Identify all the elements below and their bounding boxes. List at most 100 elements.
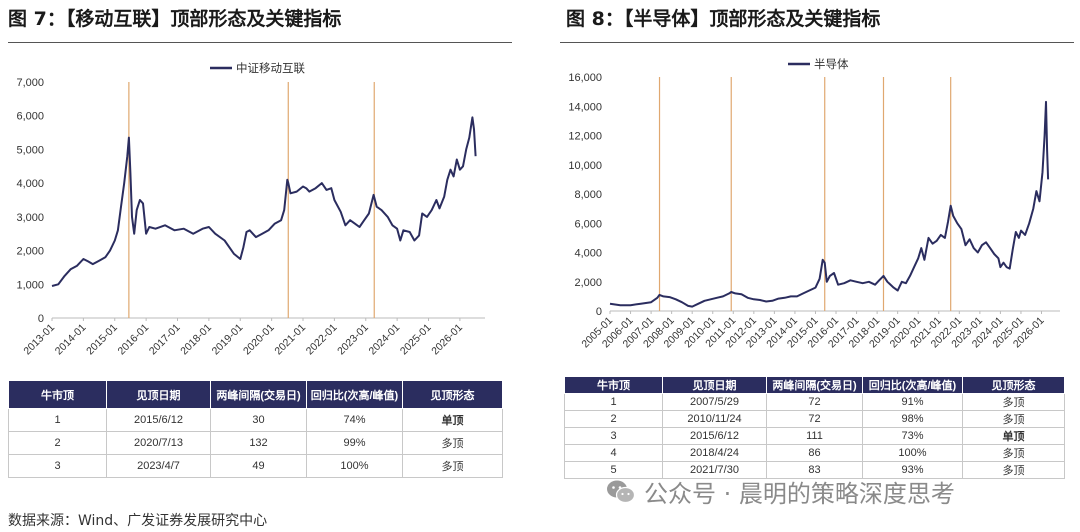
x-tick-label: 2014-01 bbox=[53, 322, 89, 358]
table-row: 3 2023/4/7 49 100% 多顶 bbox=[8, 454, 503, 478]
table-cell: 100% bbox=[862, 444, 963, 462]
y-tick-label: 3,000 bbox=[16, 212, 44, 224]
y-tick-label: 8,000 bbox=[574, 189, 602, 201]
table-cell: 30 bbox=[210, 408, 307, 432]
y-tick-label: 5,000 bbox=[16, 144, 44, 156]
semiconductor-peak-table: 牛市顶 见顶日期 两峰间隔(交易日) 回归比(次高/峰值) 见顶形态 1 200… bbox=[564, 376, 1065, 479]
table-cell: 2020/7/13 bbox=[106, 431, 211, 455]
table-cell: 2021/7/30 bbox=[662, 461, 767, 479]
mobile-internet-line-chart: 0 1,000 2,000 3,000 4,000 5,000 6,000 7,000 2013… bbox=[16, 61, 485, 358]
table-cell: 2023/4/7 bbox=[106, 454, 211, 478]
data-source-note: 数据来源：Wind、广发证券发展研究中心 bbox=[8, 513, 268, 529]
mobile-internet-peak-table: 牛市顶 见顶日期 两峰间隔(交易日) 回归比(次高/峰值) 见顶形态 1 201… bbox=[8, 380, 503, 478]
column-header: 见顶日期 bbox=[662, 376, 767, 394]
y-tick-label: 2,000 bbox=[574, 277, 602, 289]
y-tick-label: 6,000 bbox=[16, 111, 44, 123]
wechat-watermark: 公众号 · 晨明的策略深度思考 bbox=[606, 474, 955, 509]
column-header: 牛市顶 bbox=[8, 380, 107, 409]
y-tick-label: 2,000 bbox=[16, 246, 44, 258]
x-tick-label: 2018-01 bbox=[178, 322, 214, 358]
legend-label: 半导体 bbox=[814, 57, 849, 71]
table-cell: 2015/6/12 bbox=[662, 427, 767, 445]
table-cell: 2015/6/12 bbox=[106, 408, 211, 432]
x-tick-label: 2024-01 bbox=[367, 322, 403, 358]
table-cell: 1 bbox=[564, 393, 663, 411]
top-form-cell: 多顶 bbox=[962, 393, 1065, 411]
table-cell: 3 bbox=[8, 454, 107, 478]
y-tick-label: 4,000 bbox=[574, 248, 602, 260]
y-tick-label: 10,000 bbox=[568, 160, 602, 172]
table-cell: 2 bbox=[8, 431, 107, 455]
watermark-text: 公众号 · 晨明的策略深度思考 bbox=[644, 480, 955, 508]
table-row: 2 2010/11/24 72 98% 多顶 bbox=[564, 410, 1065, 428]
y-tick-label: 6,000 bbox=[574, 218, 602, 230]
top-form-cell: 单顶 bbox=[402, 408, 503, 432]
table-cell: 2 bbox=[564, 410, 663, 428]
table-cell: 93% bbox=[862, 461, 963, 479]
series-line bbox=[609, 100, 1050, 308]
table-cell: 99% bbox=[306, 431, 403, 455]
semiconductor-line-chart: 0 2,000 4,000 6,000 8,000 10,000 12,000 14,000 1… bbox=[568, 57, 1060, 350]
table-cell: 5 bbox=[564, 461, 663, 479]
top-form-cell: 单顶 bbox=[962, 427, 1065, 445]
top-form-cell: 多顶 bbox=[402, 454, 503, 478]
x-tick-label: 2017-01 bbox=[147, 322, 183, 358]
y-tick-label: 1,000 bbox=[16, 279, 44, 291]
column-header: 见顶日期 bbox=[106, 380, 211, 409]
top-form-cell: 多顶 bbox=[962, 444, 1065, 462]
table-cell: 1 bbox=[8, 408, 107, 432]
table-cell: 3 bbox=[564, 427, 663, 445]
y-tick-label: 0 bbox=[596, 306, 602, 318]
x-tick-label: 2019-01 bbox=[210, 322, 246, 358]
column-header: 回归比(次高/峰值) bbox=[862, 376, 963, 394]
y-tick-label: 0 bbox=[38, 313, 44, 325]
table-header-row: 牛市顶 见顶日期 两峰间隔(交易日) 回归比(次高/峰值) 见顶形态 bbox=[564, 376, 1065, 394]
table-cell: 100% bbox=[306, 454, 403, 478]
y-tick-label: 4,000 bbox=[16, 178, 44, 190]
x-tick-label: 2013-01 bbox=[21, 322, 57, 358]
x-tick-label: 2022-01 bbox=[304, 322, 340, 358]
table-cell: 73% bbox=[862, 427, 963, 445]
x-tick-label: 2016-01 bbox=[116, 322, 152, 358]
column-header: 见顶形态 bbox=[402, 380, 503, 409]
table-cell: 49 bbox=[210, 454, 307, 478]
table-row: 1 2015/6/12 30 74% 单顶 bbox=[8, 408, 503, 432]
table-cell: 72 bbox=[766, 410, 863, 428]
y-tick-label: 12,000 bbox=[568, 131, 602, 143]
figure-7-title-rule bbox=[8, 42, 512, 43]
table-cell: 2010/11/24 bbox=[662, 410, 767, 428]
y-tick-label: 14,000 bbox=[568, 101, 602, 113]
table-cell: 91% bbox=[862, 393, 963, 411]
table-cell: 72 bbox=[766, 393, 863, 411]
table-cell: 132 bbox=[210, 431, 307, 455]
table-cell: 86 bbox=[766, 444, 863, 462]
x-tick-label: 2021-01 bbox=[272, 322, 308, 358]
table-cell: 74% bbox=[306, 408, 403, 432]
column-header: 见顶形态 bbox=[962, 376, 1065, 394]
figure-7-title: 图 7：【移动互联】顶部形态及关键指标 bbox=[8, 8, 342, 30]
x-tick-label: 2020-01 bbox=[241, 322, 277, 358]
column-header: 两峰间隔(交易日) bbox=[210, 380, 307, 409]
top-form-cell: 多顶 bbox=[402, 431, 503, 455]
x-tick-label: 2026-01 bbox=[429, 322, 465, 358]
legend-label: 中证移动互联 bbox=[236, 61, 305, 75]
column-header: 两峰间隔(交易日) bbox=[766, 376, 863, 394]
table-cell: 111 bbox=[766, 427, 863, 445]
wechat-icon bbox=[607, 480, 636, 503]
table-row: 3 2015/6/12 111 73% 单顶 bbox=[564, 427, 1065, 445]
table-header-row: 牛市顶 见顶日期 两峰间隔(交易日) 回归比(次高/峰值) 见顶形态 bbox=[8, 380, 503, 409]
column-header: 牛市顶 bbox=[564, 376, 663, 394]
table-row: 2 2020/7/13 132 99% 多顶 bbox=[8, 431, 503, 455]
table-cell: 4 bbox=[564, 444, 663, 462]
top-form-cell: 多顶 bbox=[962, 461, 1065, 479]
table-row: 4 2018/4/24 86 100% 多顶 bbox=[564, 444, 1065, 462]
x-tick-label: 2015-01 bbox=[84, 322, 120, 358]
y-tick-label: 16,000 bbox=[568, 72, 602, 84]
x-tick-label: 2025-01 bbox=[398, 322, 434, 358]
column-header: 回归比(次高/峰值) bbox=[306, 380, 403, 409]
figure-8-title: 图 8：【半导体】顶部形态及关键指标 bbox=[566, 8, 881, 30]
table-row: 5 2021/7/30 83 93% 多顶 bbox=[564, 461, 1065, 479]
table-row: 1 2007/5/29 72 91% 多顶 bbox=[564, 393, 1065, 411]
y-tick-label: 7,000 bbox=[16, 77, 44, 89]
x-tick-label: 2023-01 bbox=[335, 322, 371, 358]
